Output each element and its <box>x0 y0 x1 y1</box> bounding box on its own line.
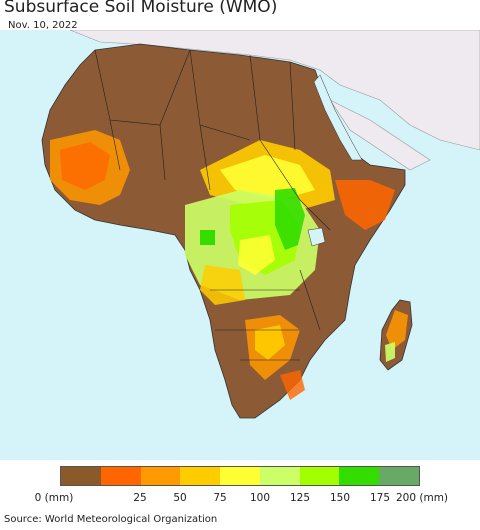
legend-tick-label: 175 <box>369 492 391 504</box>
legend-tick-label: 100 <box>249 492 271 504</box>
legend-swatch <box>180 467 221 485</box>
legend-swatch <box>259 467 300 485</box>
legend-swatch <box>61 467 101 485</box>
legend-swatch <box>140 467 181 485</box>
legend-swatch <box>339 467 380 485</box>
legend-tick-label: 25 <box>133 492 147 504</box>
legend-tick-label: 50 <box>173 492 187 504</box>
africa-map-svg <box>0 30 480 460</box>
soil-moisture-map <box>0 30 480 460</box>
map-date: Nov. 10, 2022 <box>8 20 78 31</box>
legend-tick-label: 200 (mm) <box>395 492 449 504</box>
legend-swatch <box>299 467 340 485</box>
legend-swatch <box>100 467 141 485</box>
source-credit: Source: World Meteorological Organizatio… <box>4 514 218 525</box>
legend-color-bar <box>60 466 420 486</box>
map-title: Subsurface Soil Moisture (WMO) <box>4 0 278 17</box>
legend-tick-label: 0 (mm) <box>34 492 74 504</box>
legend-swatch <box>220 467 260 485</box>
legend-swatch <box>379 467 420 485</box>
legend-tick-label: 75 <box>213 492 227 504</box>
legend-tick-label: 150 <box>329 492 351 504</box>
legend-tick-label: 125 <box>289 492 311 504</box>
legend-ticks: 0 (mm) 25 50 75 100 125 150 175 200 (mm) <box>0 492 480 506</box>
